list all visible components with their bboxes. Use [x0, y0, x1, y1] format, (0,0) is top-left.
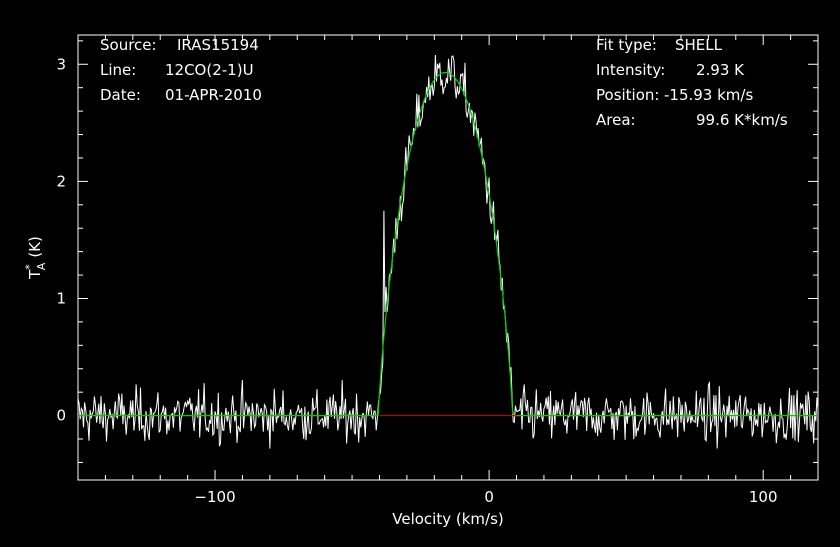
info-source-label: Source:: [100, 36, 157, 54]
fit-curve: [78, 71, 818, 417]
y-tick-label: 2: [56, 172, 66, 190]
info-intensity-label: Intensity:: [596, 61, 665, 79]
y-axis-label: T*A (K): [23, 236, 48, 280]
plot-area-border: [77, 34, 819, 481]
x-tick-label: 0: [484, 488, 494, 506]
info-position-value: -15.93 km/s: [664, 86, 753, 104]
y-axis-label-unit: (K): [26, 236, 44, 258]
plot-frame: [77, 34, 819, 481]
info-left-block: Source: IRAS15194 Line: 12CO(2-1)U Date:…: [100, 36, 262, 104]
tick-labels: −100 0 100 0 1 2 3: [56, 55, 777, 506]
x-tick-label: 100: [749, 488, 778, 506]
axis-ticks: [77, 35, 819, 480]
info-area-label: Area:: [596, 111, 636, 129]
y-tick-label: 1: [56, 289, 66, 307]
y-tick-label: 3: [56, 55, 66, 73]
x-axis-label: Velocity (km/s): [392, 510, 503, 528]
info-date-value: 01-APR-2010: [165, 86, 262, 104]
info-position-label: Position:: [596, 86, 659, 104]
info-line-value: 12CO(2-1)U: [165, 61, 254, 79]
info-fit-type-label: Fit type:: [596, 36, 657, 54]
info-fit-type-value: SHELL: [675, 36, 723, 54]
x-tick-label: −100: [194, 488, 235, 506]
spectrum-line: [77, 54, 819, 449]
info-line-label: Line:: [100, 61, 136, 79]
info-right-block: Fit type: SHELL Intensity: 2.93 K Positi…: [596, 36, 788, 129]
data-layer: [77, 54, 819, 449]
info-area-value: 99.6 K*km/s: [696, 111, 788, 129]
info-source-value: IRAS15194: [177, 36, 259, 54]
info-intensity-value: 2.93 K: [696, 61, 745, 79]
info-date-label: Date:: [100, 86, 141, 104]
y-tick-label: 0: [56, 407, 66, 425]
y-axis-label-base: T: [26, 269, 44, 280]
y-axis-label-sup: *: [23, 264, 36, 270]
y-axis-label-sub: A: [35, 262, 48, 270]
